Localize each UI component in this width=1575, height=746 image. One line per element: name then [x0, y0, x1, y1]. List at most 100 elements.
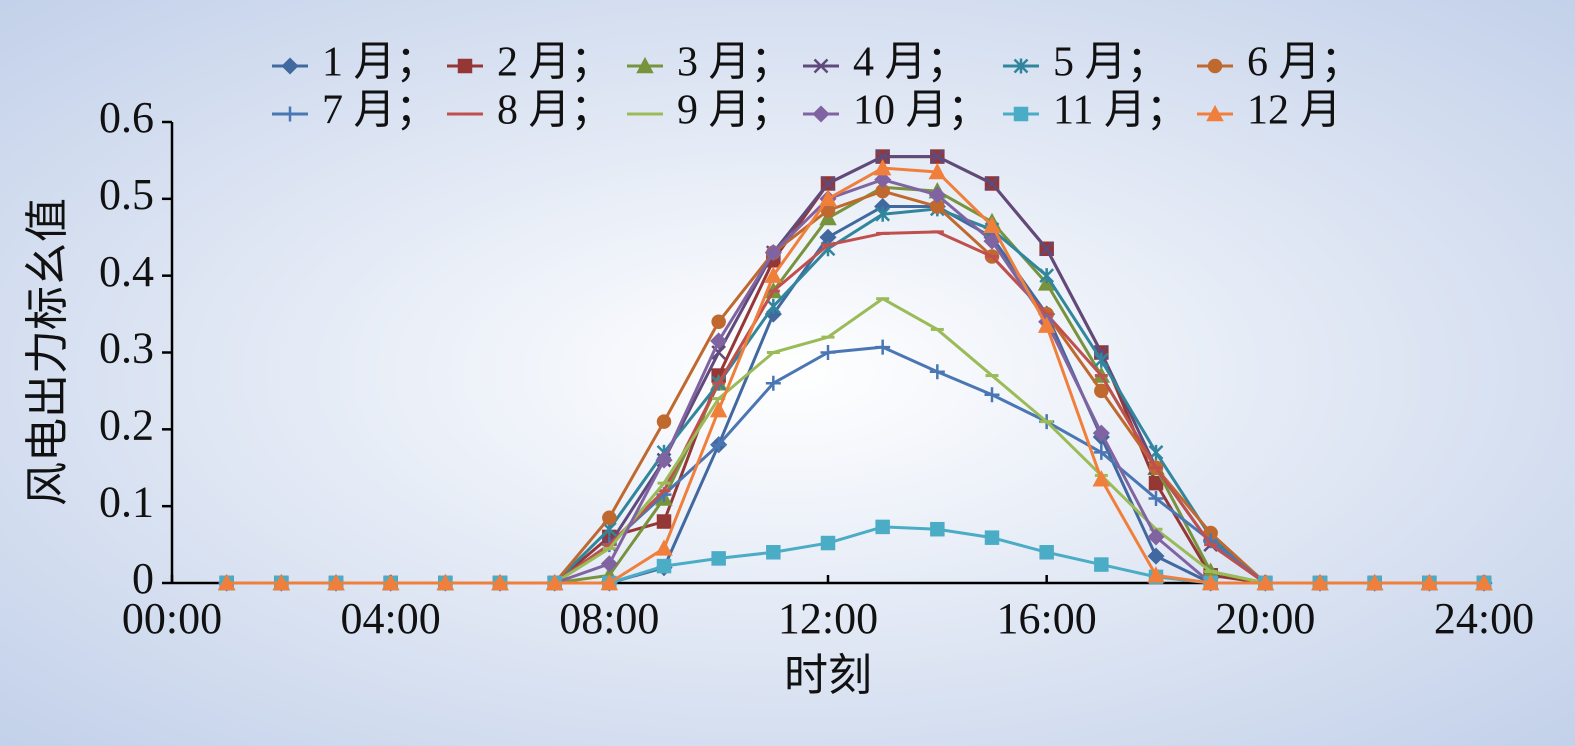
marker: [656, 514, 672, 529]
marker: [600, 573, 619, 591]
marker: [930, 521, 945, 537]
marker: [655, 539, 673, 556]
marker: [928, 162, 947, 180]
marker: [875, 206, 891, 222]
marker: [983, 216, 1001, 233]
marker: [929, 149, 945, 164]
marker: [1256, 573, 1275, 591]
marker: [984, 530, 1000, 545]
marker: [545, 573, 564, 591]
marker: [1206, 104, 1224, 122]
marker: [656, 414, 672, 429]
marker: [1092, 470, 1111, 487]
marker: [1148, 490, 1164, 506]
x-tick-label: 24:00: [1434, 594, 1534, 643]
marker: [1201, 573, 1220, 591]
legend-label: 6 月；: [1247, 40, 1363, 86]
marker: [710, 332, 728, 350]
marker: [1207, 58, 1223, 74]
y-tick-label: 0.5: [99, 170, 154, 219]
legend-label: 2 月；: [497, 40, 613, 86]
marker: [711, 437, 727, 453]
marker: [381, 573, 400, 591]
legend-label: 11 月；: [1053, 88, 1188, 134]
marker: [711, 314, 726, 330]
marker: [766, 545, 781, 560]
marker: [602, 510, 617, 525]
marker: [765, 298, 781, 314]
marker: [1093, 352, 1109, 368]
x-tick-label: 16:00: [997, 594, 1097, 643]
marker: [1013, 58, 1029, 74]
marker: [764, 244, 782, 262]
marker: [875, 519, 890, 535]
marker: [709, 401, 728, 418]
marker: [873, 159, 892, 176]
marker: [1094, 557, 1109, 572]
y-tick-label: 0.4: [99, 247, 154, 296]
marker: [820, 345, 836, 360]
marker: [1039, 268, 1055, 284]
marker: [1092, 424, 1110, 442]
marker: [1147, 566, 1165, 583]
y-tick-label: 0.1: [99, 477, 154, 526]
legend-label: 9 月；: [677, 88, 793, 134]
marker: [1365, 573, 1384, 591]
marker: [656, 558, 672, 574]
x-axis-title: 时刻: [784, 651, 872, 700]
marker: [1039, 545, 1054, 560]
x-tick-label: 20:00: [1215, 594, 1315, 643]
y-tick-label: 0.2: [99, 400, 154, 449]
legend-label: 8 月；: [497, 88, 613, 134]
marker: [1311, 573, 1329, 591]
y-tick-label: 0.6: [99, 93, 154, 142]
legend-label: 1 月；: [322, 40, 438, 86]
marker: [983, 232, 1001, 250]
marker: [457, 58, 473, 74]
x-tick-label: 00:00: [122, 594, 222, 643]
marker: [655, 451, 673, 469]
marker: [600, 555, 618, 573]
marker: [984, 176, 1000, 191]
marker: [1093, 444, 1109, 460]
legend-label: 7 月；: [322, 88, 438, 134]
legend-label: 3 月；: [677, 40, 793, 86]
marker: [217, 573, 236, 591]
marker: [281, 57, 299, 75]
marker: [812, 105, 830, 123]
marker: [765, 375, 781, 391]
marker: [1147, 528, 1165, 546]
marker: [1148, 444, 1164, 460]
x-tick-label: 04:00: [341, 594, 441, 643]
marker: [282, 106, 298, 122]
marker: [1037, 316, 1056, 333]
marker: [875, 339, 891, 355]
legend-label: 10 月；: [853, 88, 990, 134]
marker: [875, 149, 891, 164]
y-tick-label: 0.3: [99, 324, 154, 373]
marker: [929, 364, 945, 380]
marker: [636, 56, 654, 74]
y-tick-label: 0: [132, 554, 154, 603]
series: [217, 159, 1493, 591]
marker: [1147, 547, 1165, 565]
legend-label: 12 月: [1247, 88, 1342, 134]
marker: [491, 573, 509, 591]
marker: [813, 58, 829, 74]
marker: [1094, 383, 1109, 399]
marker: [928, 186, 946, 204]
marker: [874, 171, 892, 189]
marker: [984, 387, 1000, 403]
series-line: [226, 166, 1484, 585]
legend-label: 4 月；: [853, 40, 969, 86]
x-tick-label: 08:00: [559, 594, 659, 643]
marker: [819, 189, 837, 207]
marker: [1013, 106, 1029, 122]
marker: [436, 573, 455, 591]
marker: [327, 573, 345, 591]
marker: [1039, 241, 1055, 257]
marker: [820, 535, 836, 551]
